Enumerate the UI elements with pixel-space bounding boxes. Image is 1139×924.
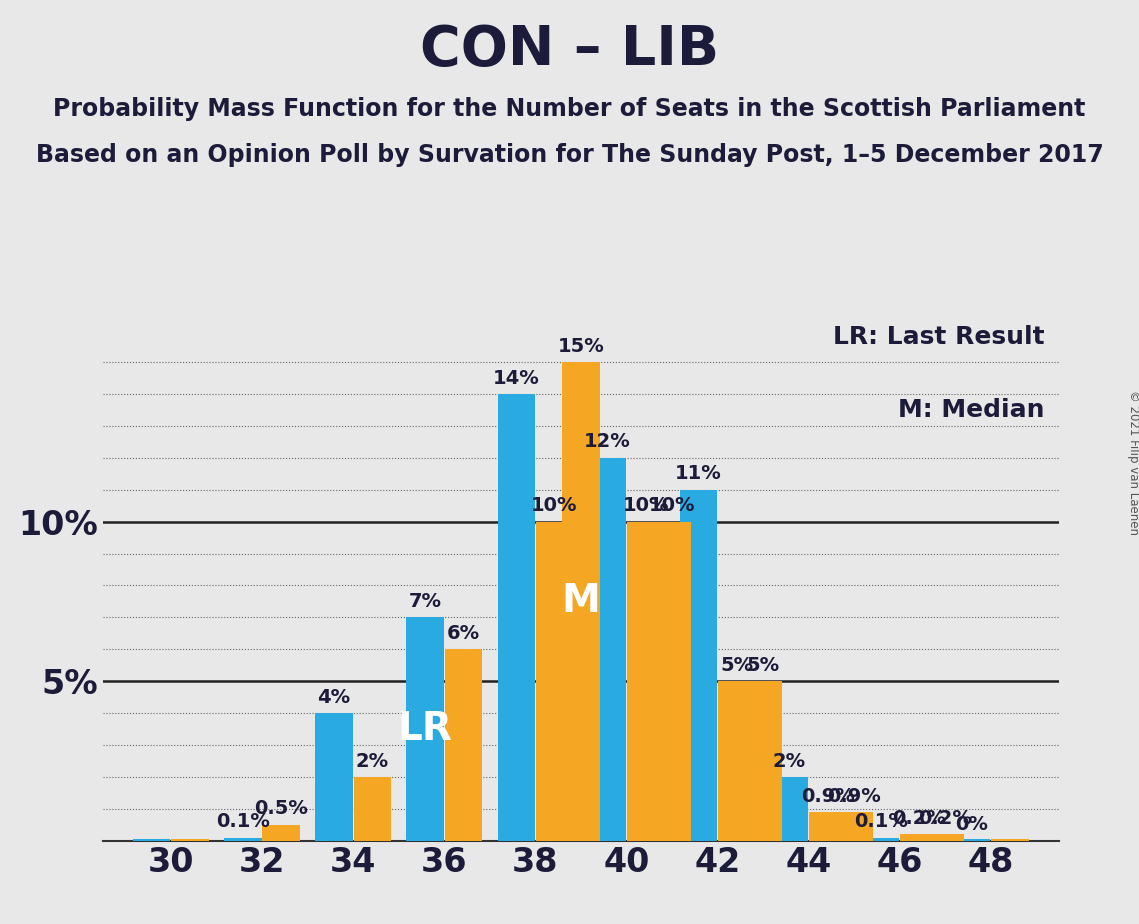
Bar <box>444 650 482 841</box>
Bar <box>563 362 599 841</box>
Bar <box>407 617 444 841</box>
Text: 10%: 10% <box>649 496 695 516</box>
Bar <box>262 825 300 841</box>
Text: 6%: 6% <box>446 624 480 643</box>
Text: Based on an Opinion Poll by Survation for The Sunday Post, 1–5 December 2017: Based on an Opinion Poll by Survation fo… <box>35 143 1104 167</box>
Text: 2%: 2% <box>355 751 388 771</box>
Text: 10%: 10% <box>531 496 577 516</box>
Bar <box>991 839 1029 841</box>
Text: 10%: 10% <box>622 496 669 516</box>
Bar <box>836 812 872 841</box>
Bar <box>498 394 535 841</box>
Text: 0.5%: 0.5% <box>254 799 308 819</box>
Bar <box>718 681 755 841</box>
Bar <box>900 834 937 841</box>
Text: 0.2%: 0.2% <box>918 809 973 828</box>
Text: 0.9%: 0.9% <box>827 786 882 806</box>
Text: LR: LR <box>398 711 452 748</box>
Text: M: Median: M: Median <box>899 398 1044 422</box>
Text: © 2021 Filip van Laenen: © 2021 Filip van Laenen <box>1126 390 1139 534</box>
Text: 15%: 15% <box>557 336 605 356</box>
Text: 12%: 12% <box>584 432 631 452</box>
Bar <box>316 713 353 841</box>
Text: Probability Mass Function for the Number of Seats in the Scottish Parliament: Probability Mass Function for the Number… <box>54 97 1085 121</box>
Bar <box>224 838 262 841</box>
Bar <box>862 838 900 841</box>
Bar <box>353 777 391 841</box>
Text: 0.9%: 0.9% <box>801 786 854 806</box>
Text: 0.1%: 0.1% <box>854 812 908 832</box>
Text: 11%: 11% <box>675 465 722 483</box>
Text: 5%: 5% <box>720 656 753 675</box>
Text: 14%: 14% <box>493 369 540 387</box>
Bar <box>680 490 718 841</box>
Text: 7%: 7% <box>409 592 442 611</box>
Text: 0.1%: 0.1% <box>216 812 270 832</box>
Bar <box>745 681 781 841</box>
Text: 2%: 2% <box>773 751 806 771</box>
Bar <box>771 777 809 841</box>
Bar <box>809 812 846 841</box>
Text: 0%: 0% <box>956 816 989 834</box>
Bar <box>953 839 991 841</box>
Text: CON – LIB: CON – LIB <box>420 23 719 77</box>
Text: 5%: 5% <box>746 656 780 675</box>
Bar <box>171 839 208 841</box>
Text: 0.2%: 0.2% <box>892 809 945 828</box>
Bar <box>626 522 664 841</box>
Bar <box>133 839 171 841</box>
Bar <box>927 834 964 841</box>
Text: LR: Last Result: LR: Last Result <box>834 324 1044 348</box>
Text: M: M <box>562 582 600 620</box>
Text: 4%: 4% <box>318 687 351 707</box>
Bar <box>589 457 626 841</box>
Bar <box>535 522 573 841</box>
Bar <box>654 522 690 841</box>
